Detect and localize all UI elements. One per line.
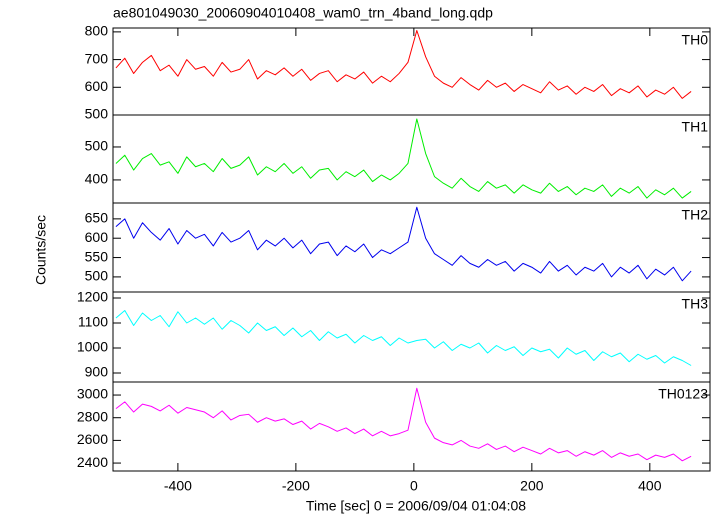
x-tick-label: 0 <box>410 478 418 494</box>
y-tick-label: 500 <box>85 268 109 284</box>
y-tick-label: 1000 <box>77 339 108 355</box>
panel-frame <box>112 27 711 116</box>
panel-label: TH2 <box>682 207 709 223</box>
data-line <box>115 206 692 282</box>
y-tick-label: 500 <box>85 106 109 122</box>
y-tick-label: 600 <box>85 78 109 94</box>
y-tick-label: 500 <box>85 138 109 154</box>
y-tick-label: 700 <box>85 50 109 66</box>
panel-frame <box>112 114 711 204</box>
y-tick-label: 2800 <box>77 408 108 424</box>
x-tick-label: 200 <box>520 478 544 494</box>
y-tick-label: 1100 <box>78 314 108 330</box>
y-tick-label: 900 <box>85 364 109 380</box>
y-tick-label: 3000 <box>77 386 108 402</box>
x-axis-label: Time [sec] 0 = 2006/09/04 01:04:08 <box>306 498 526 514</box>
panel-label: TH0 <box>682 32 709 48</box>
panel-frame <box>112 291 711 383</box>
data-line <box>115 310 692 366</box>
y-tick-label: 550 <box>85 248 109 264</box>
panel-label: TH1 <box>682 119 709 135</box>
x-tick-label: -200 <box>282 478 310 494</box>
x-tick-label: -400 <box>164 478 192 494</box>
y-axis-label: Counts/sec <box>33 215 49 285</box>
data-line <box>115 118 692 199</box>
data-line <box>115 387 692 462</box>
y-tick-label: 800 <box>85 23 109 39</box>
chart-title: ae801049030_20060904010408_wam0_trn_4ban… <box>113 5 493 21</box>
y-tick-label: 1200 <box>77 289 108 305</box>
panel-frame <box>112 381 711 472</box>
y-tick-label: 600 <box>85 229 109 245</box>
panel-label: TH0123 <box>658 386 708 402</box>
y-tick-label: 2400 <box>77 454 108 470</box>
panel-label: TH3 <box>682 296 709 312</box>
y-tick-label: 400 <box>85 171 109 187</box>
data-line <box>115 29 692 99</box>
y-tick-label: 2600 <box>77 431 108 447</box>
y-tick-label: 650 <box>85 210 109 226</box>
x-tick-label: 400 <box>638 478 662 494</box>
panel-frame <box>112 202 711 293</box>
